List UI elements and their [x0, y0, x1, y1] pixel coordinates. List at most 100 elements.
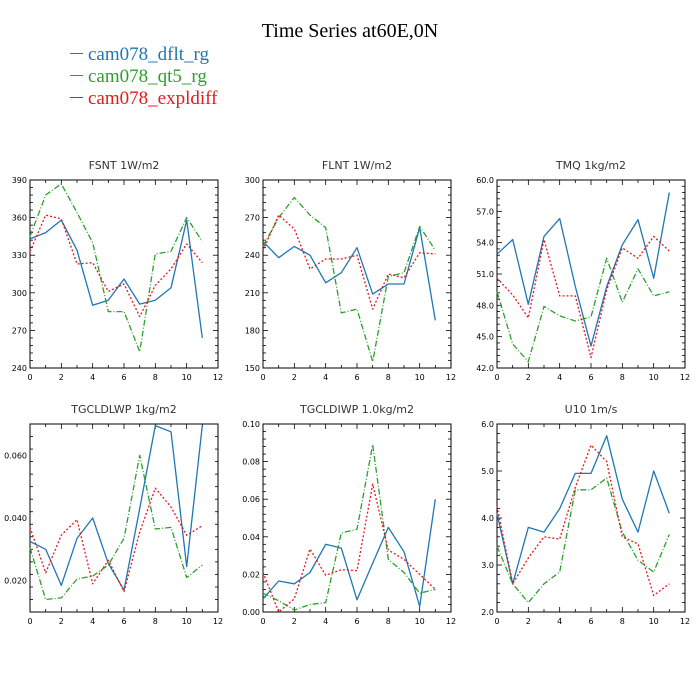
series-line-cam078_qt5_rg	[262, 196, 436, 363]
series-line-cam078_dflt_rg	[29, 424, 203, 591]
x-tick-label: 2	[59, 617, 64, 626]
x-tick-label: 8	[153, 373, 158, 382]
x-tick-label: 10	[182, 617, 192, 626]
y-tick-label: 0.060	[4, 451, 27, 460]
y-tick-label: 240	[245, 251, 260, 260]
panel-title: TGCLDLWP 1kg/m2	[70, 403, 176, 416]
x-tick-label: 2	[292, 373, 297, 382]
series-line-cam078_expldiff	[29, 487, 203, 593]
chart-panel: TGCLDIWP 1.0kg/m2 0 2 4 6 8 10 12 0.00 0.02 0.04 0.…	[242, 403, 456, 626]
series-line-cam078_expldiff	[262, 214, 436, 310]
y-tick-label: 270	[12, 326, 27, 335]
y-tick-label: 390	[12, 176, 27, 185]
panel-title: FSNT 1W/m2	[89, 159, 160, 172]
legend-swatch	[70, 97, 83, 99]
y-tick-label: 2.0	[481, 608, 494, 617]
x-tick-label: 12	[213, 617, 223, 626]
y-tick-label: 240	[12, 364, 27, 373]
series-line-cam078_dflt_rg	[496, 435, 670, 585]
legend-swatch	[70, 53, 83, 55]
x-tick-label: 8	[153, 617, 158, 626]
x-tick-label: 12	[680, 373, 690, 382]
y-tick-label: 48.0	[476, 301, 494, 310]
series-line-cam078_expldiff	[496, 235, 670, 359]
x-tick-label: 6	[588, 617, 593, 626]
x-tick-label: 6	[588, 373, 593, 382]
legend-swatch	[70, 75, 83, 77]
plot-frame	[496, 179, 686, 369]
page-title: Time Series at60E,0N	[261, 20, 439, 42]
y-tick-label: 6.0	[481, 420, 494, 429]
y-tick-label: 0.020	[4, 577, 27, 586]
x-tick-label: 0	[494, 373, 499, 382]
y-tick-label: 3.0	[481, 561, 494, 570]
chart-panel: TGCLDLWP 1kg/m2 0 2 4 6 8 10 12 0.020 0.040 0.060	[4, 403, 223, 626]
x-tick-label: 12	[446, 373, 456, 382]
y-tick-label: 360	[12, 214, 27, 223]
x-tick-label: 6	[354, 373, 359, 382]
series-line-cam078_dflt_rg	[262, 499, 436, 608]
chart-panel: FSNT 1W/m2 0 2 4 6 8 10 12 240 270 300 330 360 390	[12, 159, 223, 382]
y-tick-label: 0.040	[4, 514, 27, 523]
legend-item: cam078_qt5_rg	[70, 66, 217, 88]
x-tick-label: 8	[386, 373, 391, 382]
x-tick-label: 10	[182, 373, 192, 382]
x-tick-label: 0	[260, 617, 265, 626]
x-tick-label: 4	[323, 373, 328, 382]
x-tick-label: 0	[27, 617, 32, 626]
series-line-cam078_dflt_rg	[262, 226, 436, 321]
x-tick-label: 8	[620, 617, 625, 626]
y-tick-label: 42.0	[476, 364, 494, 373]
plot-frame	[496, 423, 686, 613]
y-tick-label: 60.0	[476, 176, 494, 185]
y-tick-label: 0.00	[242, 608, 260, 617]
series-line-cam078_qt5_rg	[29, 183, 203, 353]
panel-title: FLNT 1W/m2	[322, 159, 392, 172]
x-tick-label: 10	[415, 373, 425, 382]
y-tick-label: 54.0	[476, 239, 494, 248]
y-tick-label: 51.0	[476, 270, 494, 279]
x-tick-label: 8	[620, 373, 625, 382]
y-tick-label: 4.0	[481, 514, 494, 523]
y-tick-label: 180	[245, 326, 260, 335]
chart-panel: TMQ 1kg/m2 0 2 4 6 8 10 12 42.0 45.0 48.0 51.0 54.0 5…	[476, 159, 690, 382]
y-tick-label: 5.0	[481, 467, 494, 476]
series-line-cam078_qt5_rg	[496, 257, 670, 363]
series-line-cam078_qt5_rg	[496, 477, 670, 604]
chart-panel: U10 1m/s 0 2 4 6 8 10 12 2.0 3.0 4.0 5.0 6.0	[481, 403, 690, 626]
series-line-cam078_expldiff	[262, 483, 436, 613]
legend-label: cam078_dflt_rg	[88, 44, 210, 65]
y-tick-label: 210	[245, 289, 260, 298]
x-tick-label: 0	[27, 373, 32, 382]
x-tick-label: 8	[386, 617, 391, 626]
legend-label: cam078_qt5_rg	[88, 66, 207, 87]
y-tick-label: 300	[245, 176, 260, 185]
x-tick-label: 12	[680, 617, 690, 626]
y-tick-label: 0.02	[242, 570, 260, 579]
series-line-cam078_qt5_rg	[29, 454, 203, 601]
x-tick-label: 10	[649, 617, 659, 626]
y-tick-label: 57.0	[476, 207, 494, 216]
legend-label: cam078_expldiff	[88, 88, 218, 109]
plot-frame	[29, 423, 219, 613]
x-tick-label: 4	[90, 373, 95, 382]
panel-title: TGCLDIWP 1.0kg/m2	[299, 403, 414, 416]
panel-title: U10 1m/s	[565, 403, 618, 416]
x-tick-label: 12	[213, 373, 223, 382]
legend-item: cam078_expldiff	[70, 88, 217, 110]
x-tick-label: 0	[260, 373, 265, 382]
x-tick-label: 4	[557, 373, 562, 382]
x-tick-label: 2	[526, 373, 531, 382]
series-line-cam078_dflt_rg	[496, 192, 670, 347]
x-tick-label: 6	[354, 617, 359, 626]
x-tick-label: 2	[526, 617, 531, 626]
x-tick-label: 4	[90, 617, 95, 626]
legend: cam078_dflt_rg cam078_qt5_rg cam078_expl…	[70, 44, 217, 110]
y-tick-label: 0.06	[242, 495, 260, 504]
y-tick-label: 0.08	[242, 458, 260, 467]
plot-frame	[262, 179, 452, 369]
chart-panel: FLNT 1W/m2 0 2 4 6 8 10 12 150 180 210 240 270 300	[245, 159, 456, 382]
plot-frame	[29, 179, 219, 369]
panel-title: TMQ 1kg/m2	[555, 159, 626, 172]
